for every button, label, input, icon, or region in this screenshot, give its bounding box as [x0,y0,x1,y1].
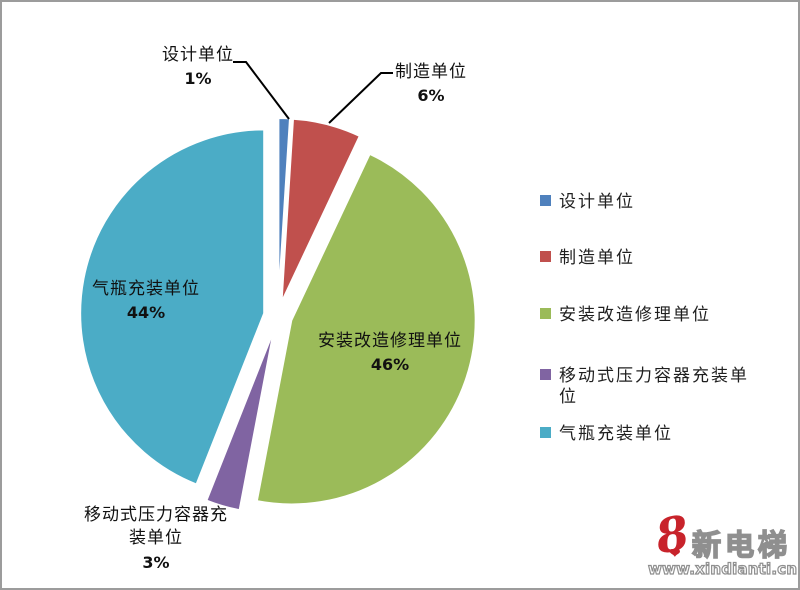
legend-label: 设计单位 [559,192,635,211]
heart-icon: ❤ [669,545,681,561]
slice-label-text: 制造单位 [395,62,467,81]
legend-item-cylinder-unit[interactable]: 气瓶充装单位 [540,423,673,444]
slice-label-percent: 6% [417,86,445,105]
legend-swatch [540,308,551,319]
slice-label-manufacture-unit: 制造单位 6% [395,61,467,105]
pie-slice-4[interactable] [79,128,266,486]
legend-item-design-unit[interactable]: 设计单位 [540,191,635,212]
legend-label: 气瓶充装单位 [559,424,673,443]
pie-slice-0[interactable] [277,117,291,303]
slice-label-text: 安装改造修理单位 [318,331,462,350]
slice-label-percent: 46% [370,355,410,374]
slice-label-text: 气瓶充装单位 [92,279,200,298]
slice-label-mobile-vessel-unit: 移动式压力容器充装单位 3% [77,503,235,572]
watermark-brand: 新电梯 [691,529,792,563]
leader-line-design [233,61,290,120]
pie-slice-2[interactable] [255,152,477,506]
legend-item-mobile-vessel-unit[interactable]: 移动式压力容器充装单位 [540,365,755,407]
legend-item-install-unit[interactable]: 安装改造修理单位 [540,304,711,325]
legend-swatch [540,195,551,206]
slice-label-percent: 1% [184,69,212,88]
legend-swatch [540,369,551,380]
legend-label: 制造单位 [559,248,635,267]
legend-swatch [540,427,551,438]
watermark-url: www.xindianti.cn [647,559,798,578]
watermark: 8 ❤ 新电梯 www.xindianti.cn [647,506,798,584]
slice-label-percent: 44% [126,303,166,322]
slice-label-percent: 3% [142,553,170,572]
legend-swatch [540,251,551,262]
leader-line-manufacture [328,72,393,124]
pie-slice-1[interactable] [280,117,361,304]
legend-item-manufacture-unit[interactable]: 制造单位 [540,247,635,268]
slice-label-install-unit: 安装改造修理单位 46% [318,330,462,374]
legend-label: 移动式压力容器充装单位 [559,366,749,406]
slice-label-text: 设计单位 [162,45,234,64]
slice-label-design-unit: 设计单位 1% [162,44,234,88]
slice-label-cylinder-unit: 气瓶充装单位 44% [92,278,200,322]
legend-label: 安装改造修理单位 [559,305,711,324]
slice-label-text: 移动式压力容器充装单位 [84,505,228,547]
pie-slice-3[interactable] [205,328,276,512]
